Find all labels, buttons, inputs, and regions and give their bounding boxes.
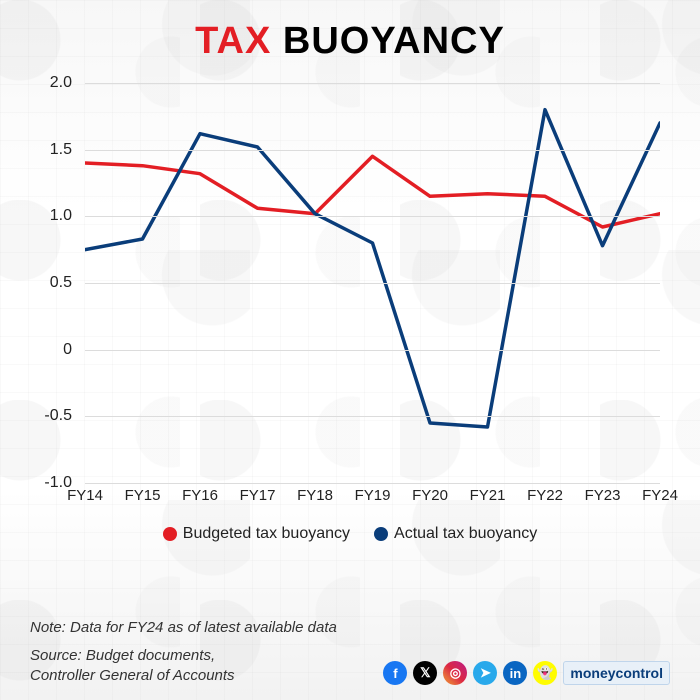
note-text: Note: Data for FY24 as of latest availab… [30, 619, 670, 636]
x-tick-label: FY23 [585, 487, 621, 504]
y-tick-label: 0 [63, 341, 72, 359]
chart-area: -1.0-0.500.51.01.52.0 FY14FY15FY16FY17FY… [30, 83, 670, 513]
y-tick-label: 1.5 [50, 141, 72, 159]
telegram-icon[interactable]: ➤ [473, 661, 497, 685]
legend-label: Actual tax buoyancy [394, 525, 537, 542]
x-tick-label: FY21 [470, 487, 506, 504]
snapchat-icon[interactable]: 👻 [533, 661, 557, 685]
x-tick-label: FY19 [355, 487, 391, 504]
x-tick-label: FY20 [412, 487, 448, 504]
legend-label: Budgeted tax buoyancy [183, 525, 350, 542]
gridline [85, 283, 660, 284]
x-axis: FY14FY15FY16FY17FY18FY19FY20FY21FY22FY23… [85, 483, 660, 513]
gridline [85, 350, 660, 351]
y-tick-label: 1.0 [50, 207, 72, 225]
x-tick-label: FY14 [67, 487, 103, 504]
legend-item: Budgeted tax buoyancy [163, 525, 350, 543]
moneycontrol-logo[interactable]: moneycontrol [563, 661, 670, 685]
y-tick-label: 0.5 [50, 274, 72, 292]
x-tick-label: FY18 [297, 487, 333, 504]
legend-dot [163, 527, 177, 541]
x-icon[interactable]: 𝕏 [413, 661, 437, 685]
gridline [85, 216, 660, 217]
facebook-icon[interactable]: f [383, 661, 407, 685]
social-icons: f𝕏◎➤in👻moneycontrol [383, 661, 670, 685]
y-tick-label: -0.5 [44, 407, 72, 425]
gridline [85, 83, 660, 84]
source-text: Source: Budget documents, Controller Gen… [30, 646, 235, 685]
linkedin-icon[interactable]: in [503, 661, 527, 685]
x-tick-label: FY15 [125, 487, 161, 504]
legend-dot [374, 527, 388, 541]
plot-area [85, 83, 660, 483]
gridline [85, 416, 660, 417]
legend: Budgeted tax buoyancy Actual tax buoyancy [30, 525, 670, 543]
x-tick-label: FY22 [527, 487, 563, 504]
instagram-icon[interactable]: ◎ [443, 661, 467, 685]
y-tick-label: 2.0 [50, 74, 72, 92]
x-tick-label: FY24 [642, 487, 678, 504]
x-tick-label: FY17 [240, 487, 276, 504]
x-tick-label: FY16 [182, 487, 218, 504]
chart-title: TAX BUOYANCY [30, 20, 670, 63]
legend-item: Actual tax buoyancy [374, 525, 537, 543]
y-axis: -1.0-0.500.51.01.52.0 [30, 83, 80, 483]
gridline [85, 150, 660, 151]
